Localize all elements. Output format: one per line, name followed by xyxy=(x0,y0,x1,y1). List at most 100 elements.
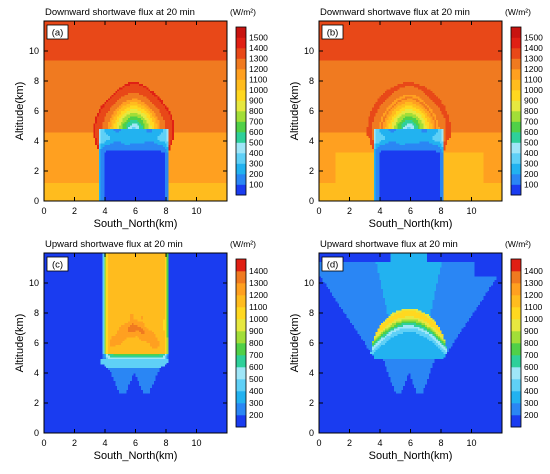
x-tick-label: 6 xyxy=(133,206,138,216)
y-axis-label: Altitude(km) xyxy=(289,314,301,373)
chart-title: Upward shortwave flux at 20 min xyxy=(45,239,183,250)
colorbar-swatch xyxy=(236,174,246,185)
colorbar: 200 300 400 500 600 700 800 900 1000 1100 1200 1300… xyxy=(510,258,543,428)
colorbar-label: 800 xyxy=(249,338,263,348)
y-tick-label: 4 xyxy=(34,368,39,378)
colorbar-label: 500 xyxy=(524,138,538,148)
y-tick-label: 4 xyxy=(34,136,39,146)
colorbar-label: 400 xyxy=(249,148,263,158)
colorbar-label: 300 xyxy=(249,159,263,169)
colorbar-swatch xyxy=(511,79,521,91)
colorbar-label: 800 xyxy=(524,338,538,348)
colorbar-label: 700 xyxy=(249,350,263,360)
colorbar-label: 500 xyxy=(524,374,538,384)
colorbar-swatch xyxy=(236,69,246,80)
y-tick-label: 10 xyxy=(304,278,314,288)
y-tick-label: 2 xyxy=(309,166,314,176)
x-tick-label: 10 xyxy=(466,206,476,216)
x-axis-label: South_North(km) xyxy=(369,218,453,230)
y-tick-label: 6 xyxy=(309,106,314,116)
x-tick-label: 4 xyxy=(377,206,382,216)
x-axis-label: South_North(km) xyxy=(369,450,453,462)
panel-label: (c) xyxy=(46,256,69,272)
colorbar-label: 100 xyxy=(249,180,263,190)
x-tick-label: 2 xyxy=(347,438,352,448)
x-tick-label: 0 xyxy=(316,438,321,448)
colorbar-swatch xyxy=(236,379,246,392)
colorbar-label: 1300 xyxy=(524,54,543,64)
axis-ticks xyxy=(318,253,502,434)
x-tick-label: 10 xyxy=(191,438,201,448)
colorbar-label: 1400 xyxy=(524,43,543,53)
colorbar-label: 1200 xyxy=(249,290,268,300)
colorbar-swatch xyxy=(236,132,246,143)
x-tick-label: 8 xyxy=(438,438,443,448)
y-tick-label: 10 xyxy=(304,46,314,56)
colorbar-label: 600 xyxy=(249,127,263,137)
colorbar-label: 700 xyxy=(524,117,538,127)
colorbar-label: 1400 xyxy=(249,43,268,53)
colorbar-swatch xyxy=(236,90,246,101)
colorbar-swatch xyxy=(511,283,521,296)
colorbar-swatch xyxy=(511,391,521,404)
x-tick-label: 8 xyxy=(438,206,443,216)
colorbar-swatch xyxy=(511,295,521,308)
colorbar-swatch xyxy=(236,79,246,91)
x-axis-label: South_North(km) xyxy=(94,450,178,462)
colorbar-swatch xyxy=(511,259,521,272)
colorbar-swatch xyxy=(236,295,246,308)
y-tick-label: 8 xyxy=(309,308,314,318)
colorbar-label: 1100 xyxy=(249,302,268,312)
colorbar-swatch xyxy=(511,343,521,356)
y-tick-label: 6 xyxy=(34,338,39,348)
colorbar-label: 1500 xyxy=(249,33,268,43)
colorbar-swatch xyxy=(511,111,521,122)
colorbar-swatch xyxy=(236,37,246,49)
colorbar-label: 600 xyxy=(249,362,263,372)
colorbar-swatch xyxy=(236,58,246,70)
colorbar-swatch xyxy=(236,111,246,122)
colorbar-swatch xyxy=(511,184,521,196)
colorbar-label: 200 xyxy=(524,169,538,179)
x-tick-label: 2 xyxy=(72,206,77,216)
flux-field xyxy=(319,21,503,202)
colorbar-label: 1300 xyxy=(249,54,268,64)
colorbar-swatch xyxy=(511,100,521,112)
colorbar-label: 1200 xyxy=(524,64,543,74)
y-tick-label: 6 xyxy=(309,338,314,348)
y-tick-label: 4 xyxy=(309,136,314,146)
x-tick-label: 4 xyxy=(377,438,382,448)
colorbar-label: 1500 xyxy=(524,33,543,43)
y-tick-label: 6 xyxy=(34,106,39,116)
flux-field xyxy=(44,253,228,434)
y-tick-label: 8 xyxy=(309,76,314,86)
colorbar-label: 900 xyxy=(524,96,538,106)
panel-label-text: (c) xyxy=(52,260,63,271)
x-tick-label: 2 xyxy=(72,438,77,448)
colorbar-swatch xyxy=(511,27,521,38)
y-axis-label: Altitude(km) xyxy=(289,82,301,141)
colorbar-label: 1100 xyxy=(524,75,543,85)
colorbar-label: 500 xyxy=(249,374,263,384)
colorbar-label: 1100 xyxy=(249,75,268,85)
x-tick-label: 8 xyxy=(163,438,168,448)
x-tick-label: 0 xyxy=(41,438,46,448)
colorbar-label: 1300 xyxy=(524,278,543,288)
y-tick-label: 2 xyxy=(309,398,314,408)
colorbar-label: 700 xyxy=(524,350,538,360)
colorbar-swatch xyxy=(511,379,521,392)
colorbar-label: 600 xyxy=(524,362,538,372)
y-tick-label: 0 xyxy=(34,196,39,206)
colorbar-label: 400 xyxy=(249,386,263,396)
colorbar-swatch xyxy=(236,48,246,59)
colorbar-swatch xyxy=(511,58,521,70)
colorbar-swatch xyxy=(511,142,521,154)
colorbar-label: 800 xyxy=(249,106,263,116)
y-tick-label: 10 xyxy=(29,46,39,56)
y-tick-label: 10 xyxy=(29,278,39,288)
units-label: (W/m²) xyxy=(505,7,531,17)
colorbar-swatch xyxy=(511,331,521,344)
colorbar-swatch xyxy=(511,48,521,59)
